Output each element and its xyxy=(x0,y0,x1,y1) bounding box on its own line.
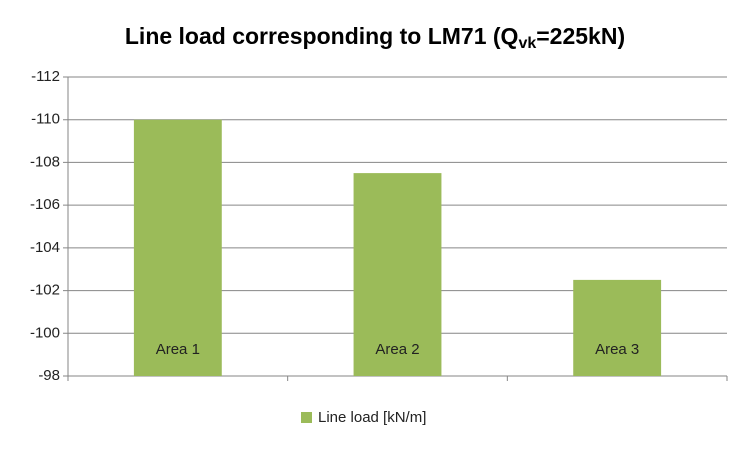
y-tick-label: -100 xyxy=(30,324,60,341)
y-tick-label: -112 xyxy=(31,68,60,85)
bar xyxy=(573,279,662,376)
y-tick-label: -106 xyxy=(30,196,60,213)
chart-title: Line load corresponding to LM71 (Qvk=225… xyxy=(125,23,625,52)
y-tick-label: -110 xyxy=(31,111,60,128)
bar xyxy=(353,173,442,376)
x-tick-label: Area 2 xyxy=(375,341,419,358)
title-subscript: vk xyxy=(518,35,536,52)
y-tick-label: -108 xyxy=(30,153,60,170)
title-part: =225kN) xyxy=(536,23,625,49)
title-part: Line load corresponding to LM71 (Q xyxy=(125,23,519,49)
x-tick-label: Area 1 xyxy=(156,341,200,358)
bar xyxy=(133,119,222,376)
y-tick-label: -98 xyxy=(38,367,60,384)
x-tick-label: Area 3 xyxy=(595,341,639,358)
y-tick-label: -102 xyxy=(30,282,60,299)
legend-label: Line load [kN/m] xyxy=(318,409,426,426)
y-tick-label: -104 xyxy=(30,239,60,256)
legend-swatch xyxy=(301,412,312,423)
